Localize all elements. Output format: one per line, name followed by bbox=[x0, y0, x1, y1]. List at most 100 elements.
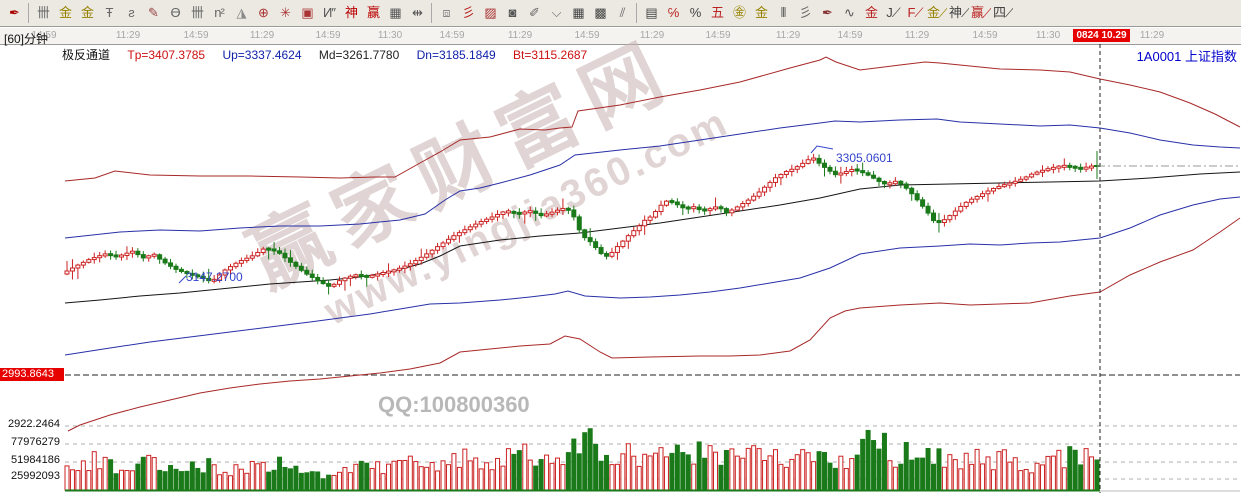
candle-up bbox=[353, 274, 359, 278]
candle-up bbox=[653, 211, 659, 218]
candle-up bbox=[462, 229, 468, 234]
toolbar-gold-line-tool-icon[interactable]: 金 bbox=[754, 5, 768, 20]
toolbar-grid-123-tool-icon[interactable]: ▦ bbox=[389, 5, 401, 20]
volume-bar bbox=[168, 464, 174, 491]
volume-bar bbox=[495, 457, 501, 491]
toolbar-starburst-tool-icon[interactable]: ✳ bbox=[280, 5, 291, 20]
toolbar-separator bbox=[431, 3, 432, 23]
candle-up bbox=[990, 187, 996, 192]
toolbar-gold-tool-1-icon[interactable]: 金 bbox=[58, 5, 72, 20]
toolbar-boxed-star-tool-icon[interactable]: ▣ bbox=[301, 5, 313, 20]
toolbar-angle-flag-tool-icon[interactable]: ◮ bbox=[236, 5, 247, 20]
time-axis-label: 14:59 bbox=[837, 30, 863, 41]
candle-down bbox=[113, 254, 119, 258]
toolbar-gold-circle-tool-icon[interactable]: ㊎ bbox=[732, 5, 746, 20]
toolbar-parallel-lines-tool-icon[interactable]: ⫽ bbox=[619, 5, 626, 20]
toolbar-gold-tool-2-icon[interactable]: 金 bbox=[80, 5, 94, 20]
volume-bar bbox=[358, 460, 364, 491]
toolbar-f-line-tool-icon[interactable]: F⟋ bbox=[907, 5, 923, 20]
toolbar-pen-ruler-tool-icon[interactable]: ✎ bbox=[148, 5, 159, 20]
symbol-name-label[interactable]: 1A0001 上证指数 bbox=[1136, 49, 1237, 64]
volume-bar bbox=[222, 471, 228, 491]
candle-down bbox=[287, 257, 293, 263]
candle-down bbox=[854, 168, 860, 172]
toolbar-five-line-tool-icon[interactable]: 五 bbox=[710, 5, 724, 20]
toolbar-hash-grid-2-icon[interactable]: 卌 bbox=[190, 5, 204, 20]
volume-bar bbox=[936, 448, 942, 491]
toolbar-target-circle-tool-icon[interactable]: ⊕ bbox=[258, 5, 269, 20]
toolbar-pen-tool-icon[interactable]: ✒ bbox=[9, 5, 20, 20]
volume-bar bbox=[445, 464, 451, 491]
toolbar-n-squared-tool-icon[interactable]: n² bbox=[214, 5, 225, 20]
toolbar-box-select-tool-icon[interactable]: ⧈ bbox=[442, 5, 450, 20]
toolbar-gold-red-tool-icon[interactable]: 金 bbox=[864, 5, 878, 20]
toolbar-shaded-fan-tool-icon[interactable]: ▨ bbox=[484, 5, 496, 20]
candle-down bbox=[108, 253, 114, 257]
time-axis-strip: 0824 10.29 14:59 11:29 14:59 11:29 14:59 11:3… bbox=[0, 28, 1241, 45]
candle-up bbox=[805, 159, 811, 164]
toolbar-volume-pane-tool-icon[interactable]: ▤ bbox=[645, 5, 657, 20]
volume-bar bbox=[1007, 461, 1013, 491]
candle-up bbox=[75, 264, 81, 269]
toolbar-hash-grid-icon[interactable]: 卌 bbox=[36, 5, 50, 20]
toolbar-wave-mark-tool-icon[interactable]: И″ bbox=[323, 5, 336, 20]
candle-down bbox=[582, 229, 588, 239]
time-axis-label: 11:29 bbox=[249, 30, 275, 41]
toolbar-dark-fan-tool-icon[interactable]: ◙ bbox=[508, 5, 517, 20]
toolbar-ying-angle-tool-icon[interactable]: 赢⟋ bbox=[971, 5, 991, 20]
volume-bar bbox=[544, 454, 550, 491]
volume-bar bbox=[178, 471, 184, 491]
volume-bar bbox=[184, 470, 190, 491]
toolbar-pencil-lines-tool-icon[interactable]: ✐ bbox=[529, 5, 540, 20]
toolbar-shen-tool-icon[interactable]: 神 bbox=[344, 5, 358, 20]
toolbar-pen-2-tool-icon[interactable]: ✒ bbox=[822, 5, 833, 20]
toolbar-bars-tool-icon[interactable]: ⫴ bbox=[780, 5, 786, 20]
toolbar-wave-box-tool-icon[interactable]: ∿ bbox=[844, 5, 855, 20]
candle-up bbox=[1050, 166, 1056, 170]
volume-bar bbox=[587, 428, 593, 491]
indicator-header: 极反通道 Tp=3407.3785 Up=3337.4624 Md=3261.7… bbox=[62, 46, 601, 63]
candle-up bbox=[222, 269, 228, 276]
indicator-name[interactable]: 极反通道 bbox=[62, 48, 111, 62]
candle-up bbox=[347, 275, 353, 279]
toolbar-spiral-tool-icon[interactable]: ƨ bbox=[128, 5, 135, 20]
candle-up bbox=[614, 246, 620, 253]
toolbar-zigzag-tool-icon[interactable]: ⌵ bbox=[551, 5, 562, 20]
toolbar-ying-tool-icon[interactable]: 赢 bbox=[366, 5, 380, 20]
volume-bar bbox=[805, 452, 811, 491]
toolbar-cycle-clock-tool-icon[interactable]: Ɵ bbox=[170, 5, 180, 20]
volume-bar bbox=[723, 450, 729, 491]
candle-up bbox=[980, 193, 986, 197]
toolbar-h-span-tool-icon[interactable]: ⇹ bbox=[412, 5, 423, 20]
toolbar-ray-fan-tool-icon[interactable]: 彡 bbox=[461, 5, 475, 20]
indicator-value-md: Md=3261.7780 bbox=[318, 48, 400, 62]
volume-bar bbox=[707, 445, 713, 491]
candle-up bbox=[811, 157, 817, 161]
candle-up bbox=[1023, 176, 1029, 180]
volume-bar bbox=[407, 455, 413, 491]
annotation-peak-high: 3305.0601 bbox=[836, 151, 893, 165]
volume-bar bbox=[881, 432, 887, 491]
volume-bar bbox=[80, 460, 86, 491]
toolbar-f-grid-tool-icon[interactable]: Ŧ bbox=[105, 5, 114, 20]
volume-bar bbox=[298, 472, 304, 491]
candle-down bbox=[598, 247, 604, 255]
toolbar-percent-tool-icon[interactable]: % bbox=[689, 5, 702, 20]
toolbar-j-line-tool-icon[interactable]: J⟋ bbox=[886, 5, 901, 20]
toolbar-si-angle-tool-icon[interactable]: 四⟋ bbox=[993, 5, 1013, 20]
toolbar-gold-angle-tool-icon[interactable]: 金⟋ bbox=[927, 5, 947, 20]
toolbar-shen-angle-tool-icon[interactable]: 神⟋ bbox=[949, 5, 969, 20]
toolbar-dense-grid-tool-icon[interactable]: ▦ bbox=[572, 5, 584, 20]
volume-bar bbox=[963, 452, 969, 491]
toolbar-strokes-tool-icon[interactable]: 彡 bbox=[798, 5, 812, 20]
toolbar-percent-down-tool-icon[interactable]: ℅ bbox=[667, 5, 680, 20]
volume-bar bbox=[375, 461, 381, 491]
volume-bar bbox=[1083, 448, 1089, 491]
toolbar-grid-arrow-tool-icon[interactable]: ▩ bbox=[594, 5, 606, 20]
volume-bar bbox=[157, 469, 163, 491]
candle-up bbox=[778, 173, 784, 179]
candle-up bbox=[249, 255, 255, 259]
volume-bar bbox=[380, 473, 386, 491]
period-label[interactable]: [60]分钟 bbox=[4, 32, 49, 46]
